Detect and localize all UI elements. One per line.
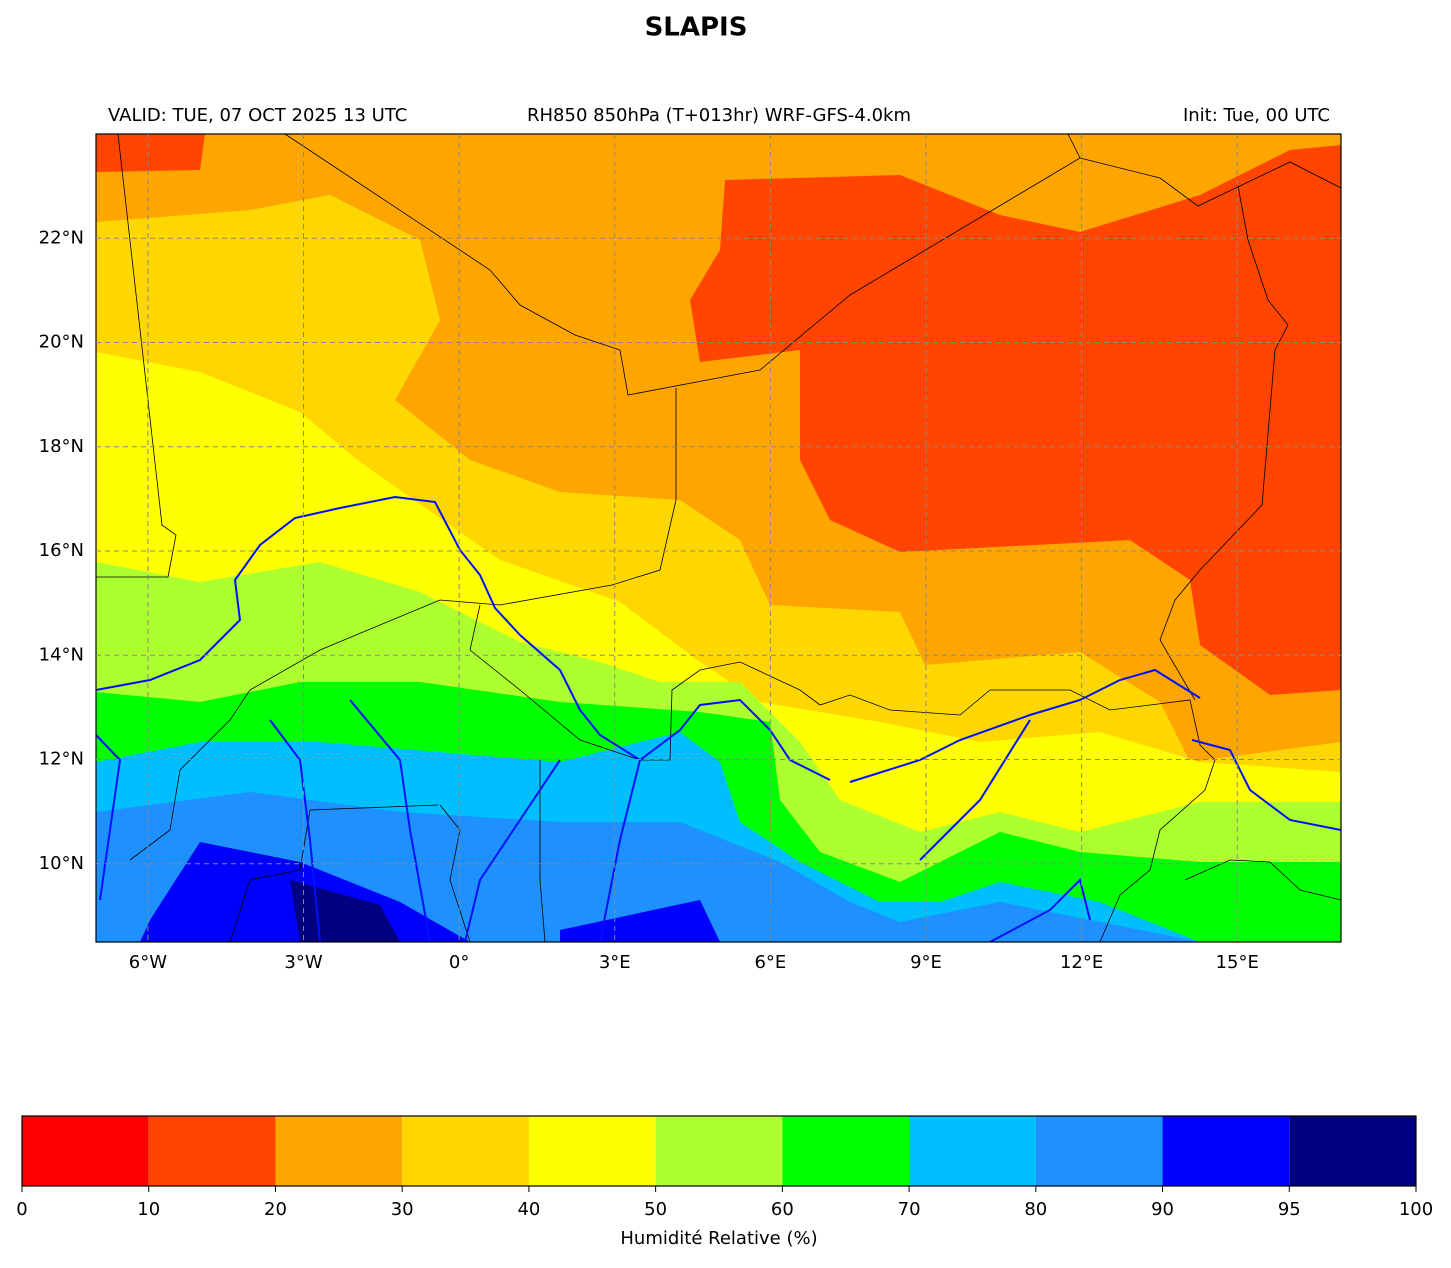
colorbar-segment [275,1116,403,1186]
x-tick-label: 9°E [910,952,942,973]
country-border [96,134,1341,942]
colorbar-tick-label: 50 [644,1199,667,1220]
colorbar-tick-label: 40 [517,1199,540,1220]
colorbar-tick-label: 0 [16,1199,27,1220]
y-tick-label: 14°N [39,644,84,665]
colorbar-segment [782,1116,910,1186]
colorbar-tick-label: 100 [1399,1199,1433,1220]
colorbar-tick-label: 60 [771,1199,794,1220]
colorbar-segment [1162,1116,1290,1186]
x-tick-label: 6°E [754,952,786,973]
colorbar-tick-label: 20 [264,1199,287,1220]
colorbar-segment [22,1116,149,1186]
colorbar-frame [21,1115,1417,1187]
y-tick-label: 22°N [39,227,84,248]
y-tick-label: 10°N [39,853,84,874]
y-tick-label: 12°N [39,749,84,770]
colorbar-tick-label: 95 [1278,1199,1301,1220]
subtitle-right: Init: Tue, 00 UTC [1183,105,1330,126]
colorbar-segment [148,1116,276,1186]
map-title: SLAPIS [645,13,748,43]
x-tick-label: 3°E [599,952,631,973]
y-tick-label: 16°N [39,540,84,561]
colorbar-tick-label: 80 [1024,1199,1047,1220]
map-frame [95,133,1342,943]
colorbar-segment [655,1116,783,1186]
field-layer [140,842,720,942]
field-layer [96,134,1341,695]
x-tick-label: 3°W [284,952,322,973]
colorbar-tick-label: 30 [391,1199,414,1220]
colorbar-segment [1035,1116,1163,1186]
x-tick-label: 0° [449,952,469,973]
x-tick-label: 12°E [1060,952,1103,973]
x-tick-label: 15°E [1216,952,1259,973]
colorbar-label: Humidité Relative (%) [620,1228,817,1249]
map-field [96,134,1341,942]
x-tick-label: 6°W [129,952,167,973]
colorbar-segment [909,1116,1036,1186]
y-tick-label: 18°N [39,436,84,457]
colorbar-tick-label: 90 [1151,1199,1174,1220]
subtitle-center: RH850 850hPa (T+013hr) WRF-GFS-4.0km [527,105,911,126]
colorbar-tick-label: 10 [137,1199,160,1220]
subtitle-left: VALID: TUE, 07 OCT 2025 13 UTC [108,105,407,126]
colorbar-tick-label: 70 [898,1199,921,1220]
colorbar-segment [402,1116,529,1186]
river [96,495,1341,942]
colorbar-segment [1289,1116,1416,1186]
colorbar-segment [528,1116,656,1186]
y-tick-label: 20°N [39,332,84,353]
